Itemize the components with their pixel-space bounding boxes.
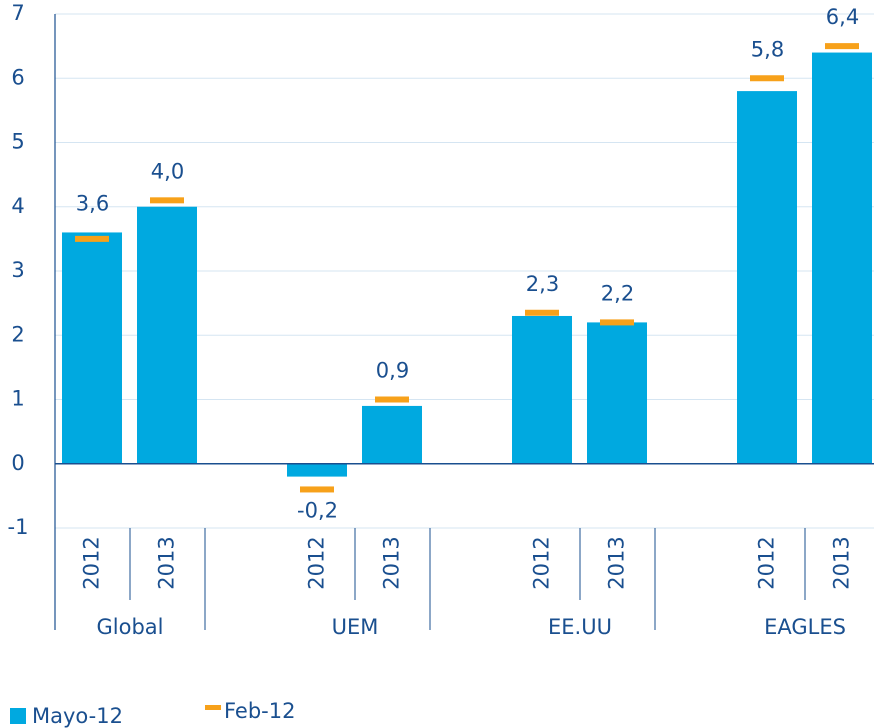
group-label: Global <box>97 615 164 639</box>
value-label: 6,4 <box>826 5 859 29</box>
x-tick-label: 2012 <box>755 536 779 589</box>
legend-label: Feb-12 <box>224 699 295 723</box>
marker <box>375 396 409 403</box>
x-tick-label: 2012 <box>530 536 554 589</box>
marker <box>150 197 184 204</box>
bar <box>287 463 347 477</box>
y-tick-label: 6 <box>11 65 24 89</box>
legend-swatch <box>10 708 26 724</box>
bar <box>587 322 647 464</box>
y-tick-label: -1 <box>8 515 29 539</box>
value-label: 2,3 <box>526 272 559 296</box>
legend-swatch <box>205 705 221 710</box>
bar <box>137 206 197 464</box>
marker <box>75 235 109 242</box>
x-tick-label: 2013 <box>155 536 179 589</box>
y-tick-label: 0 <box>11 451 24 475</box>
y-tick-label: 7 <box>11 1 24 25</box>
value-label: 2,2 <box>601 281 634 305</box>
value-label: -0,2 <box>297 498 338 522</box>
y-tick-label: 1 <box>11 387 24 411</box>
group-label: EAGLES <box>764 615 846 639</box>
marker <box>600 319 634 326</box>
value-label: 4,0 <box>151 159 184 183</box>
bar <box>737 91 797 464</box>
x-tick-label: 2013 <box>830 536 854 589</box>
bar <box>362 405 422 464</box>
marker <box>525 309 559 316</box>
y-tick-label: 2 <box>11 322 24 346</box>
x-tick-label: 2012 <box>305 536 329 589</box>
group-label: UEM <box>332 615 379 639</box>
y-tick-label: 5 <box>11 130 24 154</box>
y-tick-label: 3 <box>11 258 24 282</box>
x-tick-label: 2013 <box>605 536 629 589</box>
group-label: EE.UU <box>548 615 612 639</box>
marker <box>750 75 784 82</box>
legend-label: Mayo-12 <box>32 704 123 728</box>
bar <box>512 315 572 464</box>
y-tick-label: 4 <box>11 194 24 218</box>
bar <box>812 52 872 464</box>
x-tick-label: 2013 <box>380 536 404 589</box>
marker <box>300 486 334 493</box>
value-label: 0,9 <box>376 359 409 383</box>
marker <box>825 43 859 50</box>
x-tick-label: 2012 <box>80 536 104 589</box>
value-label: 3,6 <box>76 191 109 215</box>
value-label: 5,8 <box>751 37 784 61</box>
bar <box>62 232 122 464</box>
